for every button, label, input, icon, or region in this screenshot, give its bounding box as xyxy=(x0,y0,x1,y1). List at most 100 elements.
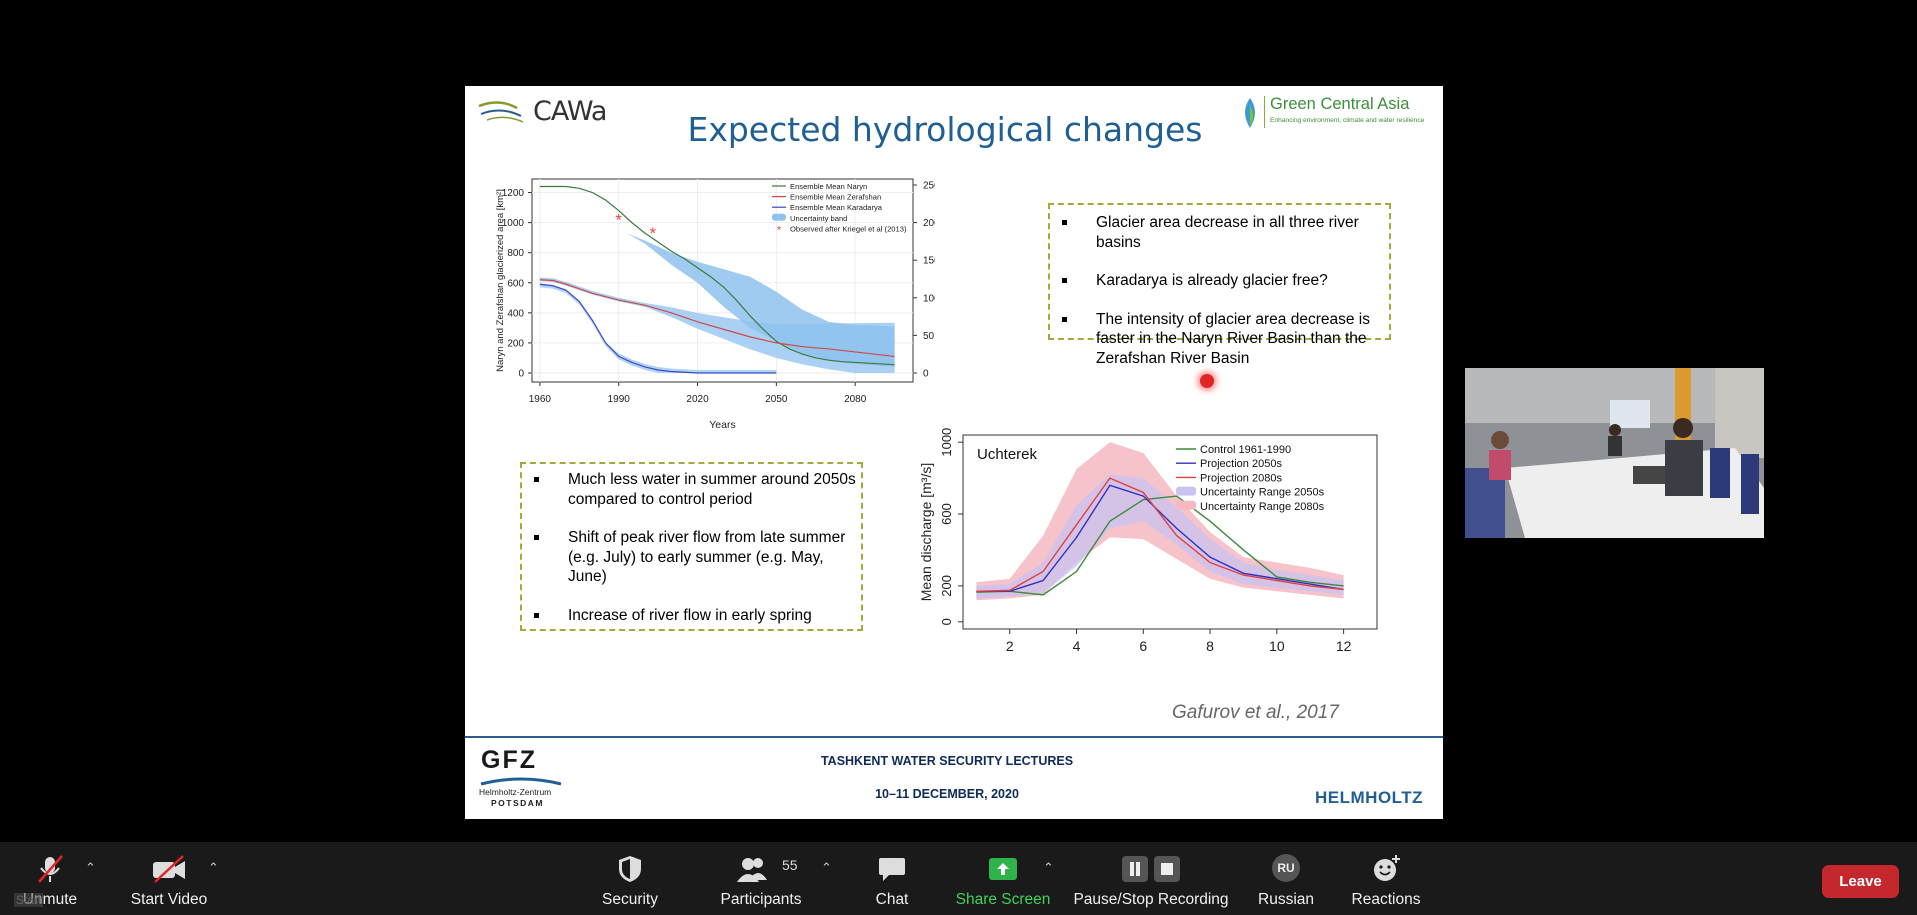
green-central-asia-name: Green Central Asia xyxy=(1270,95,1410,113)
y-tick-label: 1000 xyxy=(939,428,954,457)
y2-tick-label: 200 xyxy=(923,218,935,229)
series-line-2050s xyxy=(976,484,1344,592)
footer-divider xyxy=(465,736,1443,738)
legend-entry: Ensemble Mean Karadarya xyxy=(790,203,883,212)
x-tick-label: 6 xyxy=(1139,638,1147,654)
legend-entry: Ensemble Mean Zerafshan xyxy=(790,193,881,202)
video-options-caret[interactable]: ⌃ xyxy=(208,860,219,875)
leave-button[interactable]: Leave xyxy=(1822,865,1899,898)
gfz-logo: GFZ Helmholtz-Zentrum POTSDAM xyxy=(477,746,565,811)
y2-tick-label: 250 xyxy=(923,181,935,192)
share-screen-button[interactable]: Share Screen xyxy=(955,842,1051,915)
y2-tick-label: 50 xyxy=(923,331,935,342)
y2-tick-label: 100 xyxy=(923,293,935,304)
participants-options-caret[interactable]: ⌃ xyxy=(821,860,832,875)
y-axis-label: Mean discharge [m³/s] xyxy=(918,463,934,602)
pause-stop-recording-label: Pause/Stop Recording xyxy=(1073,891,1229,908)
language-label: Russian xyxy=(1258,891,1314,908)
slide-title: Expected hydrological changes xyxy=(687,110,1203,149)
pause-stop-recording-button[interactable]: Pause/Stop Recording xyxy=(1073,842,1229,915)
chat-button[interactable]: Chat xyxy=(862,842,922,915)
glacier-area-chart: 1960 1990 2020 2050 208002004006008001000120… xyxy=(495,178,935,431)
chart-body: 1960 1990 2020 2050 208002004006008001000120… xyxy=(495,178,935,431)
y2-tick-label: 0 xyxy=(923,368,929,379)
y-tick-label: 400 xyxy=(507,308,524,319)
green-central-asia-tagline: Enhancing environment, climate and water… xyxy=(1270,117,1425,124)
legend-entry: Projection 2050s xyxy=(1200,458,1282,470)
legend-swatch xyxy=(1176,500,1196,510)
y-tick-label: 1200 xyxy=(502,188,525,199)
y-tick-label: 0 xyxy=(939,618,954,625)
gfz-logo-sub2: POTSDAM xyxy=(491,798,544,808)
legend-swatch xyxy=(1176,486,1196,496)
legend-entry: Uncertainty Range 2080s xyxy=(1200,501,1325,513)
video-frame-icon xyxy=(1465,368,1764,538)
gfz-logo-sub1: Helmholtz-Zentrum xyxy=(479,787,552,797)
x-tick-label: 2 xyxy=(1006,638,1014,654)
participants-icon xyxy=(737,858,767,882)
participant-video-thumbnail[interactable] xyxy=(1465,368,1764,538)
observed-point: * xyxy=(615,211,622,230)
start-video-label: Start Video xyxy=(130,891,208,908)
glacier-findings-box: Glacier area decrease in all three river… xyxy=(1048,203,1391,367)
microphone-muted-icon xyxy=(38,855,63,883)
security-button[interactable]: Security xyxy=(590,842,670,915)
citation: Gafurov et al., 2017 xyxy=(1172,702,1339,723)
glacier-finding-3: The intensity of glacier area decrease i… xyxy=(1050,310,1389,369)
y-tick-label: 200 xyxy=(507,338,524,349)
legend-swatch: * xyxy=(777,224,782,236)
y-tick-label: 0 xyxy=(518,368,524,379)
x-tick-label: 8 xyxy=(1206,638,1214,654)
reactions-icon xyxy=(1374,855,1400,881)
event-dates: 10–11 DECEMBER, 2020 xyxy=(875,787,1019,801)
series-line-control xyxy=(976,495,1344,596)
river-flow-findings-box: Much less water in summer around 2050s c… xyxy=(520,462,863,631)
y-tick-label: 200 xyxy=(939,575,954,597)
language-button[interactable]: RU Russian xyxy=(1250,842,1322,915)
participants-button[interactable]: 55 Participants xyxy=(710,842,812,915)
glacier-finding-1: Glacier area decrease in all three river… xyxy=(1050,213,1389,252)
reactions-button[interactable]: Reactions xyxy=(1345,842,1427,915)
x-tick-label: 4 xyxy=(1073,638,1081,654)
uncertainty-range-2050s xyxy=(976,474,1344,599)
x-tick-label: 2080 xyxy=(844,394,867,405)
security-label: Security xyxy=(602,891,658,908)
chart-body: 2 4 6 8 10 12 0 200 600 1000 Mean discharge [m³/s]… xyxy=(918,428,1378,654)
river-flow-finding-2: Shift of peak river flow from late summe… xyxy=(522,528,861,587)
shield-icon xyxy=(619,856,641,882)
share-screen-icon xyxy=(989,858,1017,880)
station-annotation: Uchterek xyxy=(977,446,1038,463)
participants-count: 55 xyxy=(782,857,798,873)
y-tick-label: 600 xyxy=(507,278,524,289)
gfz-logo-text: GFZ xyxy=(481,746,537,774)
chat-label: Chat xyxy=(875,891,909,908)
observed-point: * xyxy=(650,224,657,243)
x-tick-label: 1960 xyxy=(529,394,552,405)
share-options-caret[interactable]: ⌃ xyxy=(1043,860,1054,875)
language-badge: RU xyxy=(1277,861,1295,875)
unmute-button[interactable]: Unmute Start xyxy=(12,842,88,915)
start-overlay-text: Start xyxy=(14,893,44,907)
x-tick-label: 10 xyxy=(1269,638,1285,654)
series-line-zerafshan xyxy=(539,279,895,358)
uncertainty-band-zerafshan xyxy=(539,277,895,373)
legend-entry: Control 1961-1990 xyxy=(1200,444,1291,456)
legend-entry: Uncertainty Range 2050s xyxy=(1200,487,1325,499)
event-title: TASHKENT WATER SECURITY LECTURES xyxy=(820,754,1074,768)
presentation-slide: CAWa Expected hydrological changes Green… xyxy=(465,86,1443,819)
start-video-button[interactable]: Start Video xyxy=(126,842,212,915)
cawa-logo: CAWa xyxy=(477,96,617,128)
x-tick-label: 2050 xyxy=(765,394,788,405)
legend-entry: Ensemble Mean Naryn xyxy=(790,182,867,191)
participants-label: Participants xyxy=(720,891,802,908)
audio-options-caret[interactable]: ⌃ xyxy=(85,860,96,875)
legend-entry: Uncertainty band xyxy=(790,214,847,223)
discharge-chart: 2 4 6 8 10 12 0 200 600 1000 Mean discharge [m³/s]… xyxy=(918,428,1378,654)
y-axis-label: Naryn and Zerafshan glacierized area [km… xyxy=(495,189,506,372)
laser-pointer xyxy=(1200,374,1214,388)
chat-icon xyxy=(879,858,905,881)
leaf-drop-icon xyxy=(1245,98,1255,128)
cawa-logo-text: CAWa xyxy=(533,96,607,127)
y-tick-label: 1000 xyxy=(502,218,525,229)
series-line-karadarya xyxy=(539,283,777,374)
